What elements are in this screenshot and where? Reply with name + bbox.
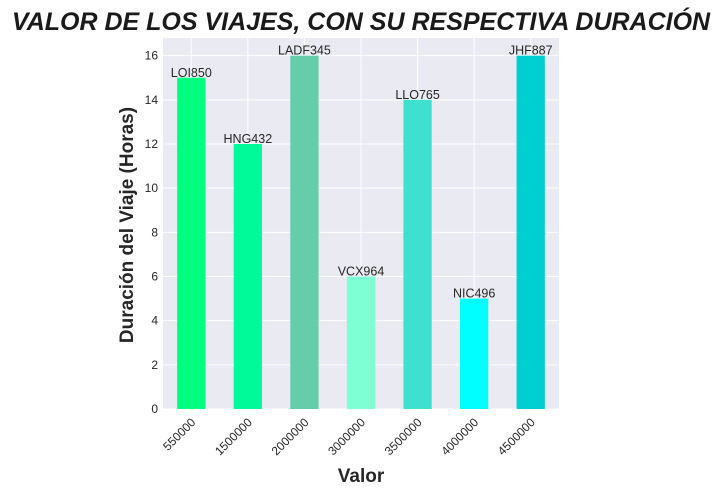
x-tick-label: 2000000 [269, 415, 312, 458]
bar [290, 55, 319, 410]
y-tick-label: 2 [151, 358, 158, 372]
bar [346, 276, 376, 409]
bar-data-label: HNG432 [224, 132, 273, 146]
chart-title: VALOR DE LOS VIAJES, CON SU RESPECTIVA D… [12, 7, 711, 36]
x-axis-label: Valor [338, 466, 385, 487]
y-tick-label: 10 [145, 181, 159, 195]
bar-data-label: LOI850 [171, 66, 212, 80]
y-axis-ticks: 0 2 4 6 8 10 12 14 16 [145, 49, 159, 416]
x-axis-ticks: 550000 1500000 2000000 3000000 3500000 400000… [160, 415, 538, 458]
y-axis-label: Duración del Viaje (Horas) [117, 107, 138, 343]
bar [460, 298, 489, 409]
x-tick-label: 4000000 [438, 415, 481, 458]
y-tick-label: 12 [145, 137, 159, 151]
x-tick-label: 550000 [160, 415, 198, 453]
bar [177, 77, 206, 409]
y-tick-label: 6 [151, 270, 158, 284]
bar-data-label: VCX964 [338, 265, 385, 279]
bar-data-label: JHF887 [509, 44, 553, 58]
bars [177, 55, 545, 410]
bar [403, 99, 432, 409]
y-tick-label: 16 [145, 49, 159, 63]
bar-data-label: NIC496 [453, 287, 495, 301]
x-tick-label: 4500000 [495, 415, 538, 458]
x-tick-label: 1500000 [212, 415, 255, 458]
bar-data-labels: LOI850 HNG432 LADF345 VCX964 LLO765 NIC496 JHF… [171, 44, 553, 301]
x-tick-label: 3000000 [325, 415, 368, 458]
y-tick-label: 14 [145, 93, 159, 107]
y-tick-label: 4 [151, 314, 158, 328]
bar [233, 144, 262, 409]
bar-data-label: LADF345 [278, 44, 331, 58]
y-tick-label: 0 [151, 402, 158, 416]
y-tick-label: 8 [151, 225, 158, 239]
x-tick-label: 3500000 [382, 415, 425, 458]
bar [516, 55, 545, 410]
bar-data-label: LLO765 [395, 88, 440, 102]
